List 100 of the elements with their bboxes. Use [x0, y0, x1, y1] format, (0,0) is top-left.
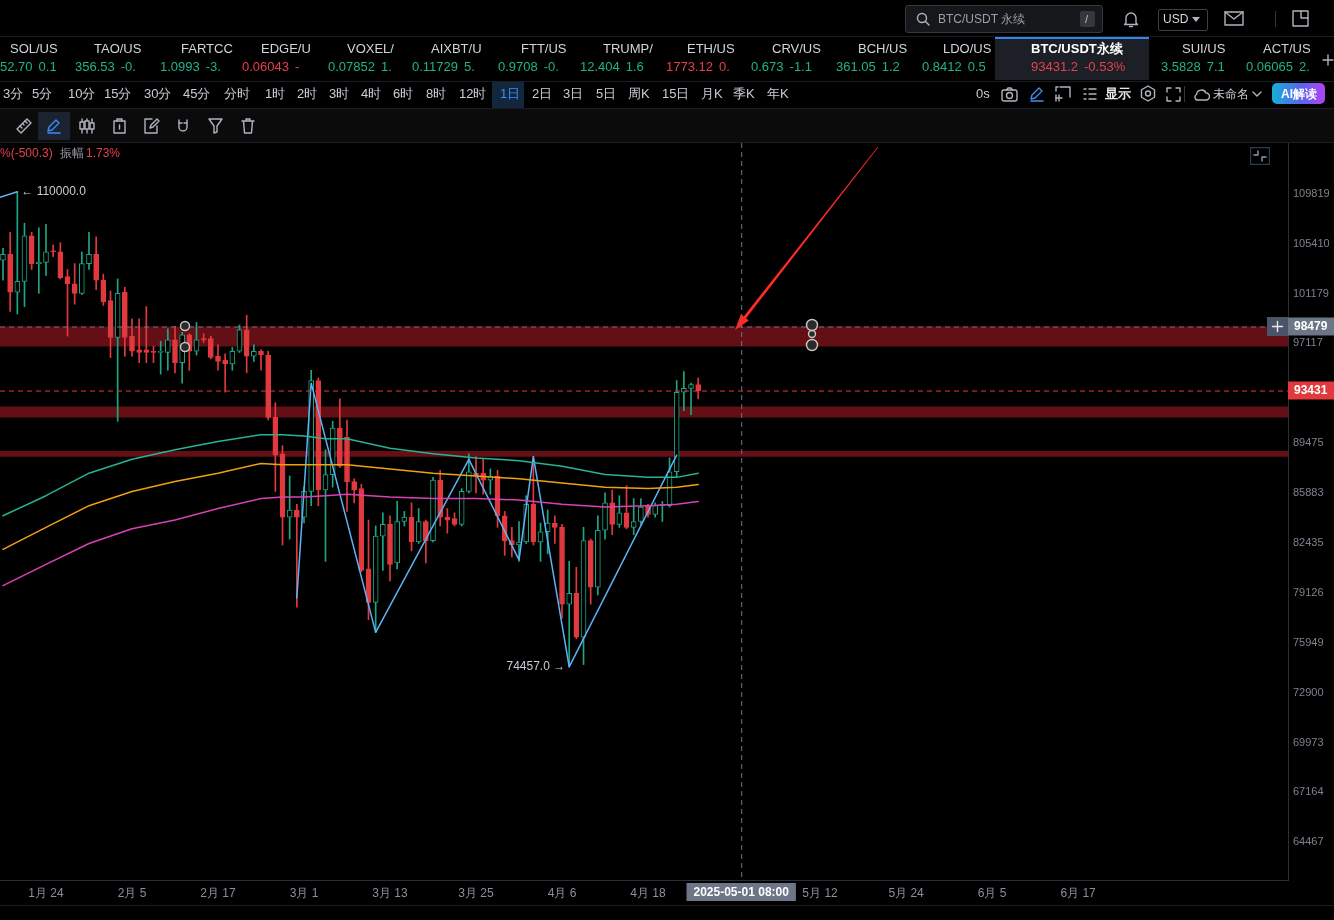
x-tick-label: 6月 5	[977, 885, 1007, 900]
text: TRUMP/	[603, 40, 653, 58]
y-tick-label: 69973	[1293, 735, 1324, 748]
y-tick-label: 109819	[1293, 186, 1330, 199]
text: VOXEL/	[347, 40, 394, 58]
text: 5分	[32, 85, 53, 103]
text: 12.404	[580, 59, 620, 74]
text: 10分	[68, 85, 96, 103]
candlestick	[43, 224, 49, 276]
annotation: ← 110000.0	[21, 184, 87, 199]
text: 1773.12	[666, 59, 713, 74]
y-tick-label: 67164	[1293, 785, 1324, 798]
text: -0.53%	[1084, 59, 1126, 74]
text: FTT/US	[521, 40, 567, 58]
text: BTC/USDT永续	[1031, 40, 1123, 58]
text: EDGE/U	[261, 40, 311, 58]
text: TAO/US	[94, 40, 142, 58]
text: ACT/US	[1263, 40, 1311, 58]
text: -3.	[205, 59, 221, 74]
text: 361.05	[836, 59, 876, 74]
x-tick-label: 2月 5	[117, 885, 147, 900]
text: 2时	[297, 85, 318, 103]
text: /	[1085, 12, 1089, 27]
candlestick	[630, 498, 637, 535]
text: 1.0993	[160, 59, 200, 74]
text: 0s	[976, 85, 990, 103]
text: 15分	[104, 85, 132, 103]
text: 0.07852	[328, 59, 375, 74]
candlestick	[294, 503, 300, 608]
y-tick-label: 75949	[1293, 635, 1324, 648]
text: 1日	[500, 85, 521, 103]
y-tick-label: 89475	[1293, 436, 1324, 449]
text: 0.9708	[498, 59, 538, 74]
text: 0.06043	[242, 59, 289, 74]
annotation: 振幅	[60, 145, 84, 162]
text: SOL/US	[10, 40, 58, 58]
x-tick-label: 3月 1	[289, 885, 319, 900]
ref-line-label: 2025-05-01 08:00	[693, 884, 790, 899]
text: 2日	[532, 85, 553, 103]
y-tick-label: 79126	[1293, 585, 1324, 598]
x-tick-label: 4月 18	[630, 885, 667, 900]
text: -0.	[543, 59, 559, 74]
text: 1.2	[881, 59, 900, 74]
candlestick	[380, 512, 386, 571]
text: 月K	[701, 85, 723, 103]
text: 3分	[3, 85, 24, 103]
candlestick	[286, 475, 293, 540]
text: 0.5	[967, 59, 986, 74]
candlestick	[136, 318, 142, 363]
x-tick-label: 5月 12	[802, 885, 839, 900]
text: 6时	[393, 85, 414, 103]
text: 356.53	[75, 59, 115, 74]
text: 3.5828	[1161, 59, 1201, 74]
text: AIXBT/U	[431, 40, 482, 58]
text: 0.	[719, 59, 730, 74]
y-tick-label: 82435	[1293, 536, 1324, 549]
x-tick-label: 1月 24	[28, 885, 64, 900]
text: 8时	[426, 85, 447, 103]
text: BTC/USDT 永续	[938, 11, 1026, 28]
y-tick-label: 105410	[1293, 236, 1330, 249]
candlestick	[552, 515, 558, 544]
text: 0.1	[38, 59, 57, 74]
text: 12时	[459, 85, 487, 103]
candlestick	[215, 344, 221, 371]
x-tick-label: 4月 6	[547, 885, 577, 900]
text: 0.673	[751, 59, 784, 74]
text: 年K	[767, 85, 789, 103]
text: 1.	[381, 59, 392, 74]
text: 0.06065	[1246, 59, 1293, 74]
annotation: 1.73%	[86, 145, 121, 162]
text: 0.8412	[922, 59, 962, 74]
text: 周K	[628, 85, 650, 103]
text: 3日	[563, 85, 584, 103]
text: 93431.2	[1031, 59, 1078, 74]
text: 30分	[144, 85, 172, 103]
text: ETH/US	[687, 40, 735, 58]
text: 1.6	[625, 59, 644, 74]
x-tick-label: 2月 17	[200, 885, 236, 900]
text: 1时	[265, 85, 286, 103]
text: 4时	[361, 85, 382, 103]
candlestick	[50, 244, 56, 257]
text: -	[295, 59, 300, 74]
ref-line-label: 98479	[1294, 319, 1328, 334]
text: SUI/US	[1182, 40, 1226, 58]
y-tick-label: 64467	[1293, 835, 1324, 848]
text: 5.	[464, 59, 475, 74]
annotation: %(-500.3)	[0, 145, 53, 162]
x-tick-label: 6月 17	[1060, 885, 1097, 900]
text: 未命名	[1213, 86, 1249, 103]
text: 分时	[224, 85, 250, 103]
text: AI解读	[1281, 86, 1317, 103]
text: -1.1	[789, 59, 812, 74]
y-tick-label: 85883	[1293, 486, 1324, 499]
annotation: 74457.0 →	[506, 659, 566, 674]
x-tick-label: 3月 25	[458, 885, 495, 900]
text: CRV/US	[772, 40, 821, 58]
candlestick	[688, 382, 694, 415]
text: 季K	[733, 85, 755, 103]
text: 5日	[596, 85, 617, 103]
text: 2.	[1299, 59, 1310, 74]
